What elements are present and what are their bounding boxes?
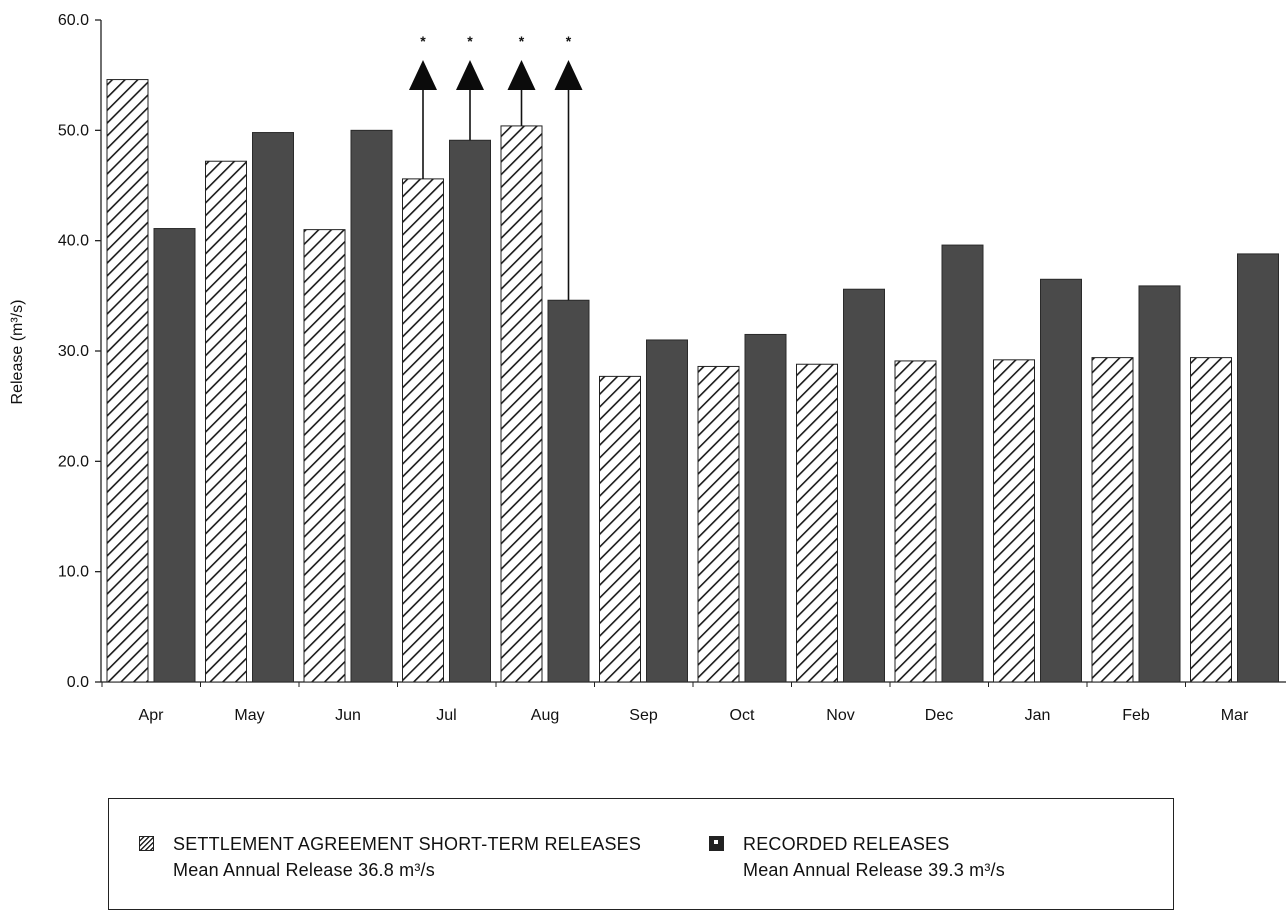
bar-recorded-aug (547, 299, 590, 683)
bar-settlement-jul (402, 178, 444, 683)
bar-recorded-may (252, 132, 294, 683)
x-tick-label: Jan (1025, 707, 1051, 724)
y-tick-label: 30.0 (58, 343, 89, 360)
x-tick-label: Feb (1122, 707, 1150, 724)
bar-recorded-mar (1237, 253, 1279, 683)
legend: SETTLEMENT AGREEMENT SHORT-TERM RELEASES… (108, 798, 1174, 910)
x-tick-label: Nov (826, 707, 854, 724)
y-tick-label: 40.0 (58, 233, 89, 250)
annotations: * * * * (409, 33, 583, 301)
y-axis-label: Release (m³/s) (9, 300, 26, 405)
x-tick-label: Dec (925, 707, 953, 724)
x-tick-label: Sep (629, 707, 658, 724)
annotation-asterisk: * (420, 33, 426, 49)
bar-recorded-oct (744, 333, 787, 683)
bar-recorded-nov (843, 288, 885, 683)
legend-recorded-mean: Mean Annual Release 39.3 m³/s (743, 860, 1005, 880)
bar-settlement-nov (796, 363, 838, 683)
bar-recorded-apr (153, 228, 196, 683)
bars (106, 79, 1279, 683)
x-tick-label: Oct (730, 707, 755, 724)
bar-settlement-dec (894, 360, 937, 683)
bar-settlement-sep (599, 375, 641, 683)
legend-settlement-title: SETTLEMENT AGREEMENT SHORT-TERM RELEASES (173, 834, 642, 854)
x-tick-label: Jul (436, 707, 456, 724)
bar-recorded-jun (350, 129, 393, 683)
bar-settlement-oct (697, 365, 740, 683)
x-tick-label: Jun (335, 707, 361, 724)
axes: 0.0 10.0 20.0 30.0 40.0 50.0 60.0 Apr May Jun Jul A… (58, 12, 1286, 724)
hatched-swatch-icon (139, 836, 154, 851)
legend-item-recorded: RECORDED RELEASES Mean Annual Release 39… (709, 831, 1005, 883)
bar-settlement-feb (1091, 357, 1134, 683)
y-tick-label: 50.0 (58, 122, 89, 139)
x-tick-label: Mar (1221, 707, 1249, 724)
bar-settlement-mar (1190, 357, 1232, 683)
annotation-asterisk: * (467, 33, 473, 49)
annotation-asterisk: * (519, 33, 525, 49)
legend-item-settlement: SETTLEMENT AGREEMENT SHORT-TERM RELEASES… (139, 831, 641, 883)
y-tick-label: 20.0 (58, 453, 89, 470)
arrow-up-icon (456, 60, 484, 90)
y-tick-label: 60.0 (58, 12, 89, 29)
x-tick-label: Apr (139, 707, 165, 724)
bar-recorded-jan (1040, 278, 1082, 683)
arrow-up-icon (507, 60, 536, 90)
bar-settlement-jan (993, 359, 1035, 683)
solid-swatch-icon (709, 836, 724, 851)
bar-settlement-aug (500, 125, 543, 683)
bar-recorded-feb (1138, 285, 1181, 683)
bar-recorded-dec (941, 244, 984, 683)
legend-settlement-mean: Mean Annual Release 36.8 m³/s (173, 860, 435, 880)
arrow-up-icon (409, 60, 437, 90)
arrow-up-icon (554, 60, 583, 90)
y-tick-label: 10.0 (58, 564, 89, 581)
bar-settlement-may (205, 160, 247, 683)
legend-recorded-title: RECORDED RELEASES (743, 834, 950, 854)
bar-recorded-jul (449, 139, 491, 683)
bar-settlement-jun (303, 229, 346, 683)
y-tick-label: 0.0 (67, 674, 89, 691)
annotation-asterisk: * (566, 33, 572, 49)
x-tick-label: May (234, 707, 264, 724)
bar-settlement-apr (106, 79, 149, 683)
x-tick-label: Aug (531, 707, 559, 724)
bar-recorded-sep (646, 339, 688, 683)
